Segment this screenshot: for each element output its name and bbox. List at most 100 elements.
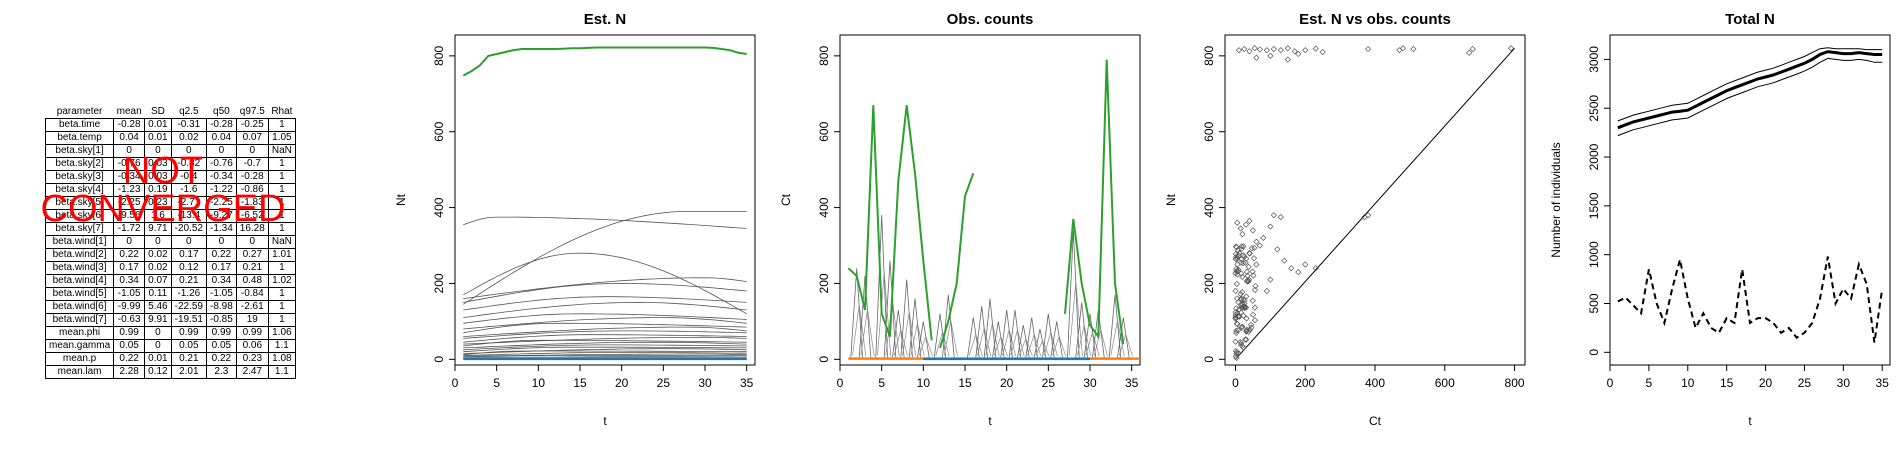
scatter-point — [1240, 243, 1247, 250]
series-line-gray — [463, 350, 747, 356]
table-row: beta.sky[1] 0 0 0 0 0 NaN — [44, 144, 296, 158]
x-tick-label: 35 — [1125, 376, 1139, 390]
scatter-point — [1291, 48, 1298, 55]
count-spike-gray — [977, 327, 992, 357]
table-row: beta.wind[7] -0.63 9.91 -19.51 -0.85 19 1 — [44, 313, 296, 327]
scatter-point — [1232, 243, 1239, 250]
scatter-point — [1243, 268, 1251, 275]
scatter-point — [1249, 268, 1256, 275]
scatter-point — [1239, 301, 1246, 308]
scatter-point — [1248, 245, 1255, 252]
scatter-point — [1251, 244, 1258, 252]
y-tick-label: 200 — [1202, 273, 1216, 293]
scatter-point — [1469, 45, 1476, 53]
table-cell: 2.3 — [205, 365, 237, 379]
count-spike-gray — [852, 304, 867, 357]
scatter-point — [1242, 336, 1249, 343]
y-axis-label: Nt — [1164, 193, 1178, 206]
count-spike-gray — [1000, 309, 1013, 358]
count-spike-gray — [1118, 333, 1133, 357]
count-line-highlight — [1064, 59, 1125, 345]
chart-title: Est. N — [584, 11, 627, 28]
y-tick-label: 200 — [817, 273, 831, 293]
scatter-point — [1241, 304, 1248, 312]
table-row: beta.sky[6] -9.56 1.6 -13.4 -9.27 -6.52 1 — [44, 209, 296, 223]
chart-2: Obs. counts t Ct 0 5 10 15 20 25 30 35 0 200 400 600 80… — [779, 11, 1141, 428]
scatter-point — [1234, 327, 1242, 334]
scatter-point — [1256, 242, 1263, 249]
x-tick-label: 400 — [1365, 376, 1385, 390]
scatter-point — [1243, 315, 1250, 322]
scatter-point — [1232, 348, 1239, 355]
scatter-point — [1246, 250, 1253, 257]
count-spike-gray — [910, 322, 925, 357]
scatter-point — [1242, 304, 1250, 311]
count-spike-gray — [1018, 337, 1033, 357]
x-tick-label: 30 — [698, 376, 712, 390]
scatter-point — [1364, 45, 1372, 53]
scatter-point — [1361, 213, 1368, 221]
count-spike-gray — [1043, 330, 1058, 357]
scatter-point — [1237, 225, 1244, 232]
scatter-point — [1246, 48, 1253, 55]
series-line-gray — [463, 353, 747, 357]
count-spike-gray — [1035, 340, 1050, 357]
x-tick-label: 5 — [493, 376, 500, 390]
series-line-gray — [463, 352, 747, 356]
scatter-point — [1234, 271, 1241, 278]
plot-frame — [1609, 34, 1891, 366]
scatter-point — [1233, 320, 1240, 327]
count-spike-gray — [900, 279, 913, 358]
x-axis-label: t — [988, 414, 992, 428]
count-spike-gray — [1117, 317, 1130, 358]
scatter-point — [1312, 45, 1319, 52]
scatter-point — [1235, 252, 1242, 259]
scatter-point — [1242, 259, 1249, 266]
scatter-point — [1270, 45, 1277, 53]
series-line-gray — [463, 336, 747, 345]
count-spike-gray — [968, 333, 983, 357]
count-spike-gray — [985, 322, 1000, 357]
identity-line — [1235, 47, 1515, 360]
total-upper-line — [1617, 47, 1883, 122]
table-cell: mean.lam — [44, 365, 115, 379]
table-header-row: parameter mean SD q2.5 q50 q97.5 Rhat — [46, 104, 296, 119]
scatter-point — [1252, 282, 1259, 290]
scatter-point — [1466, 49, 1473, 56]
scatter-point — [1233, 329, 1240, 337]
count-spike-gray — [1093, 329, 1108, 357]
total-mean-line — [1617, 50, 1883, 130]
summary-table-container: parameter mean SD q2.5 q50 q97.5 Rhat beta.tim… — [44, 104, 296, 379]
scatter-point — [1232, 353, 1239, 360]
scatter-point — [1399, 45, 1407, 52]
scatter-point — [1246, 217, 1253, 224]
scatter-point — [1250, 255, 1258, 262]
scatter-point — [1236, 249, 1243, 257]
table-cell: 2.01 — [170, 365, 207, 379]
scatter-point — [1235, 299, 1242, 306]
series-line-gray — [463, 277, 747, 299]
scatter-point — [1238, 245, 1245, 253]
count-spike-gray — [908, 298, 922, 358]
chart-1: Est. N t Nt 0 5 10 15 20 25 30 35 0 200 400 600 800 — [394, 11, 756, 428]
series-line-gray — [463, 344, 747, 351]
x-tick-label: 10 — [1681, 376, 1695, 390]
count-spike-gray — [1083, 313, 1097, 358]
count-spike-gray — [993, 335, 1008, 357]
count-spike-gray — [1042, 313, 1055, 358]
x-tick-label: 10 — [917, 376, 931, 390]
parameter-summary-table: parameter mean SD q2.5 q50 q97.5 Rhat beta.tim… — [44, 104, 296, 379]
scatter-point — [1233, 354, 1240, 362]
scatter-point — [1234, 313, 1242, 320]
count-spike-gray — [918, 335, 933, 357]
count-spike-gray — [1068, 281, 1083, 357]
y-tick-label: 800 — [432, 46, 446, 66]
x-tick-label: 30 — [1837, 376, 1851, 390]
x-tick-label: 600 — [1435, 376, 1455, 390]
series-line-gray — [463, 296, 747, 311]
x-tick-label: 30 — [1083, 376, 1097, 390]
count-spike-gray — [875, 215, 888, 358]
series-line-gray — [463, 252, 747, 315]
series-line-gray — [463, 355, 747, 358]
